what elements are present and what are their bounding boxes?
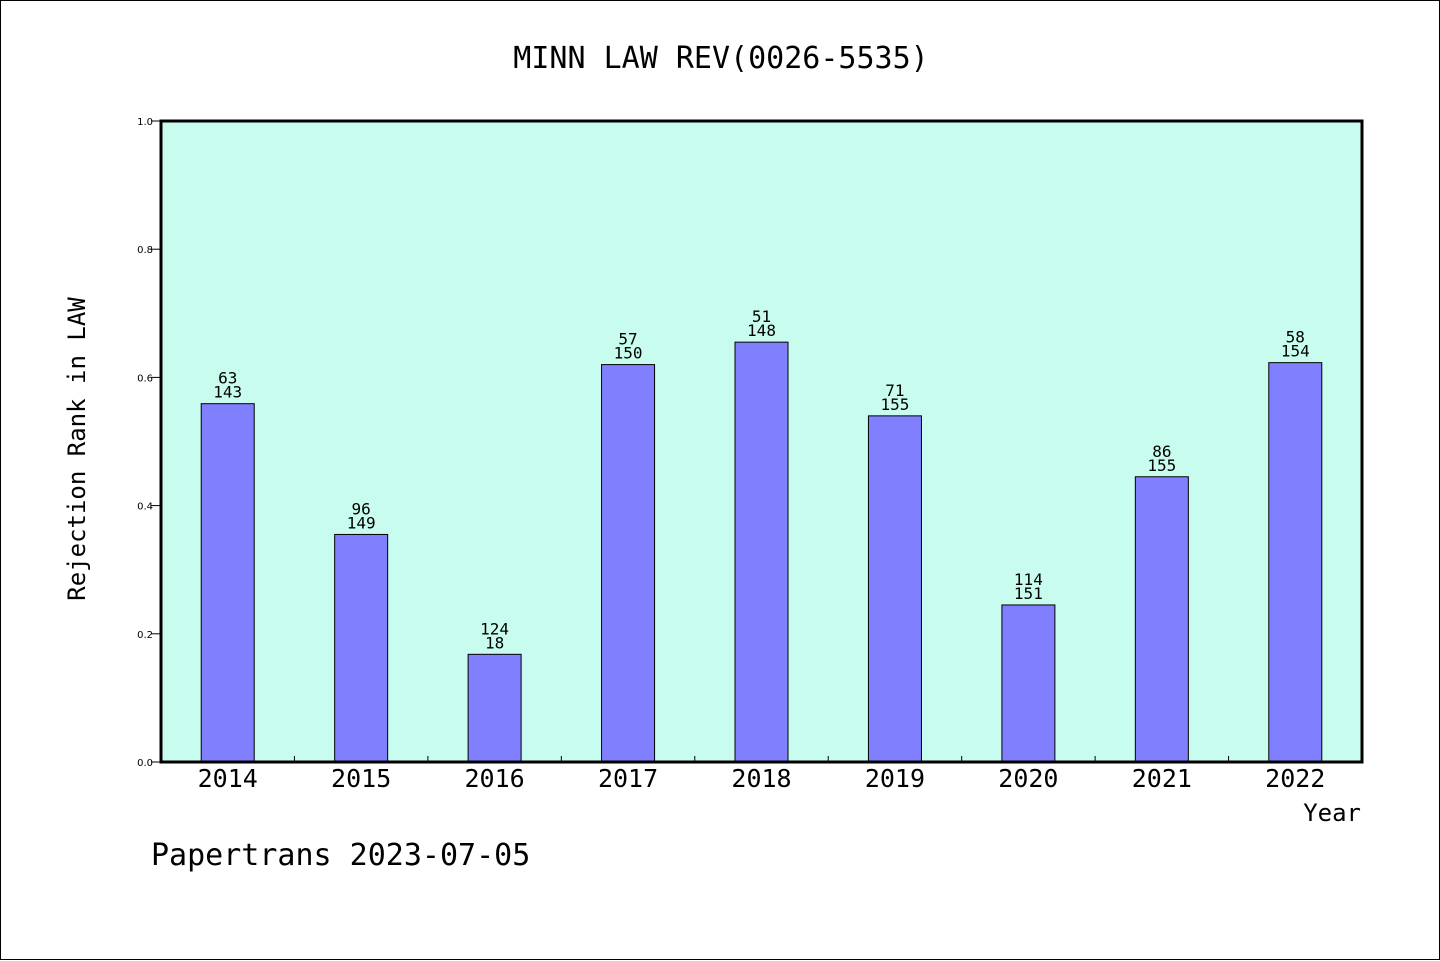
x-axis-label: Year	[1303, 799, 1361, 827]
data-label-top: 124	[480, 619, 509, 638]
data-label-top: 114	[1014, 570, 1043, 589]
y-tick-label: 0.4	[137, 502, 153, 513]
y-tick-label: 0.2	[137, 630, 153, 641]
x-tick-label: 2018	[731, 764, 791, 793]
bar-2019	[867, 415, 922, 763]
data-label-bottom: 154	[1281, 342, 1310, 361]
data-label-bottom: 150	[614, 344, 643, 363]
bars-group	[200, 341, 1323, 763]
data-label-bottom: 155	[880, 395, 909, 414]
data-label-bottom: 149	[347, 513, 376, 532]
x-tick-label: 2017	[598, 764, 658, 793]
data-label-top: 71	[885, 381, 904, 400]
x-tick-label: 2020	[998, 764, 1058, 793]
data-label-top: 51	[752, 307, 771, 326]
bar-2018	[734, 341, 789, 763]
data-label-top: 86	[1152, 442, 1171, 461]
plot-border	[159, 119, 1364, 764]
data-label-top: 57	[618, 330, 637, 349]
data-label-bottom: 18	[485, 633, 504, 652]
chart-title: MINN LAW REV(0026-5535)	[513, 41, 928, 76]
bar-2017	[601, 364, 656, 763]
data-label-top: 63	[218, 369, 237, 388]
bar-2016	[467, 653, 522, 763]
y-tick-label: 0.0	[137, 758, 153, 769]
x-tick-label: 2022	[1265, 764, 1325, 793]
data-label-top: 96	[352, 499, 371, 518]
y-tick-label: 0.8	[137, 245, 153, 256]
x-axis: 2014 2015 2016 2017 2018 2019 2020 2021 2022	[198, 756, 1325, 793]
y-axis: 0.0 0.2 0.4 0.6 0.8 1.0	[137, 117, 161, 769]
x-tick-label: 2016	[465, 764, 525, 793]
data-label-bottom: 143	[213, 383, 242, 402]
x-tick-label: 2021	[1132, 764, 1192, 793]
x-tick-label: 2014	[198, 764, 258, 793]
data-labels-group: 6314396149124185715051148711551141518615…	[213, 307, 1309, 652]
data-label-bottom: 155	[1147, 456, 1176, 475]
x-tick-label: 2015	[331, 764, 391, 793]
bar-2015	[334, 533, 389, 763]
data-label-bottom: 151	[1014, 584, 1043, 603]
footer-text: Papertrans 2023-07-05	[151, 838, 530, 873]
bar-2022	[1268, 362, 1323, 763]
y-tick-label: 1.0	[137, 117, 153, 128]
y-axis-label: Rejection Rank in LAW	[63, 297, 91, 601]
bar-2014	[200, 403, 255, 763]
bar-2020	[1001, 604, 1056, 763]
bar-2021	[1134, 476, 1189, 763]
data-label-top: 58	[1286, 328, 1305, 347]
data-label-bottom: 148	[747, 321, 776, 340]
x-tick-label: 2019	[865, 764, 925, 793]
y-tick-label: 0.6	[137, 373, 153, 384]
